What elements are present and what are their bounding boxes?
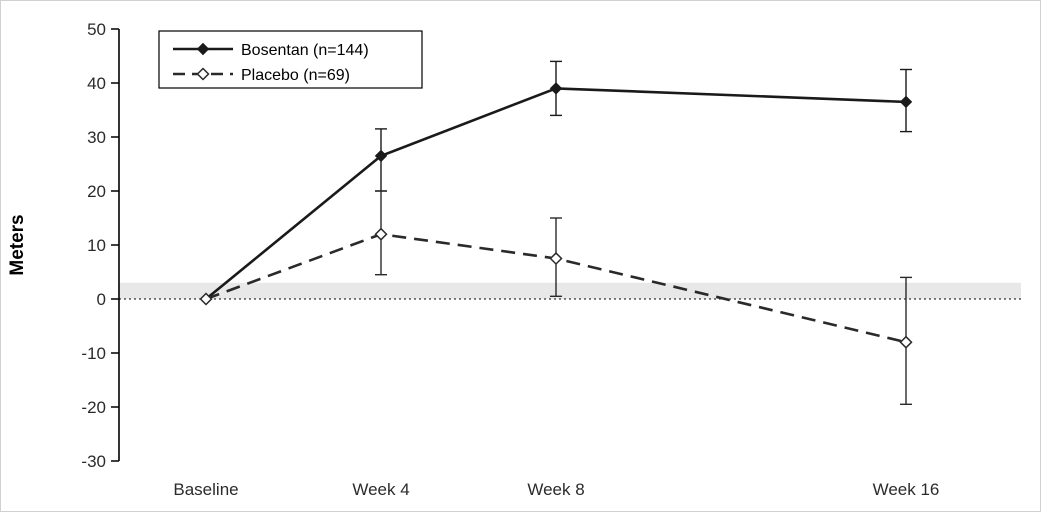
- y-tick-label: 20: [87, 182, 106, 201]
- filled-diamond-icon: [196, 42, 210, 56]
- series-line-placebo: [205, 232, 907, 344]
- y-tick-label: 50: [87, 20, 106, 39]
- y-axis-title: Meters: [7, 214, 28, 275]
- open-diamond-marker: [549, 251, 563, 266]
- legend-label-bosentan: Bosentan (n=144): [241, 42, 369, 59]
- filled-diamond-marker: [899, 95, 913, 109]
- y-tick-label: 40: [87, 74, 106, 93]
- zero-highlight-band: [119, 282, 1021, 299]
- y-tick-label: -20: [81, 398, 106, 417]
- y-tick-label: 30: [87, 128, 106, 147]
- filled-diamond-marker: [549, 82, 563, 95]
- x-axis-label-week16: Week 16: [873, 480, 940, 499]
- x-axis-label-baseline: Baseline: [173, 480, 238, 499]
- y-tick-label: -10: [81, 344, 106, 363]
- series-layer: [199, 60, 913, 405]
- x-axis-label-week4: Week 4: [352, 480, 409, 499]
- open-diamond-marker: [199, 292, 213, 306]
- x-axis-label-week8: Week 8: [527, 480, 584, 499]
- open-diamond-marker: [374, 227, 388, 241]
- y-tick-label: 10: [87, 236, 106, 255]
- y-tick-label: 0: [97, 290, 106, 309]
- y-tick-label: -30: [81, 452, 106, 471]
- open-diamond-icon: [196, 67, 210, 81]
- legend-label-placebo: Placebo (n=69): [241, 67, 350, 84]
- legend: Bosentan (n=144) Placebo (n=69): [158, 30, 423, 89]
- filled-diamond-marker: [374, 149, 388, 163]
- open-diamond-marker: [899, 335, 913, 349]
- plot-background: [119, 282, 1021, 300]
- series-line-bosentan: [205, 87, 907, 301]
- y-axis-ticks: 50 40 30 20 10 0 -10 -20 -30: [81, 20, 119, 471]
